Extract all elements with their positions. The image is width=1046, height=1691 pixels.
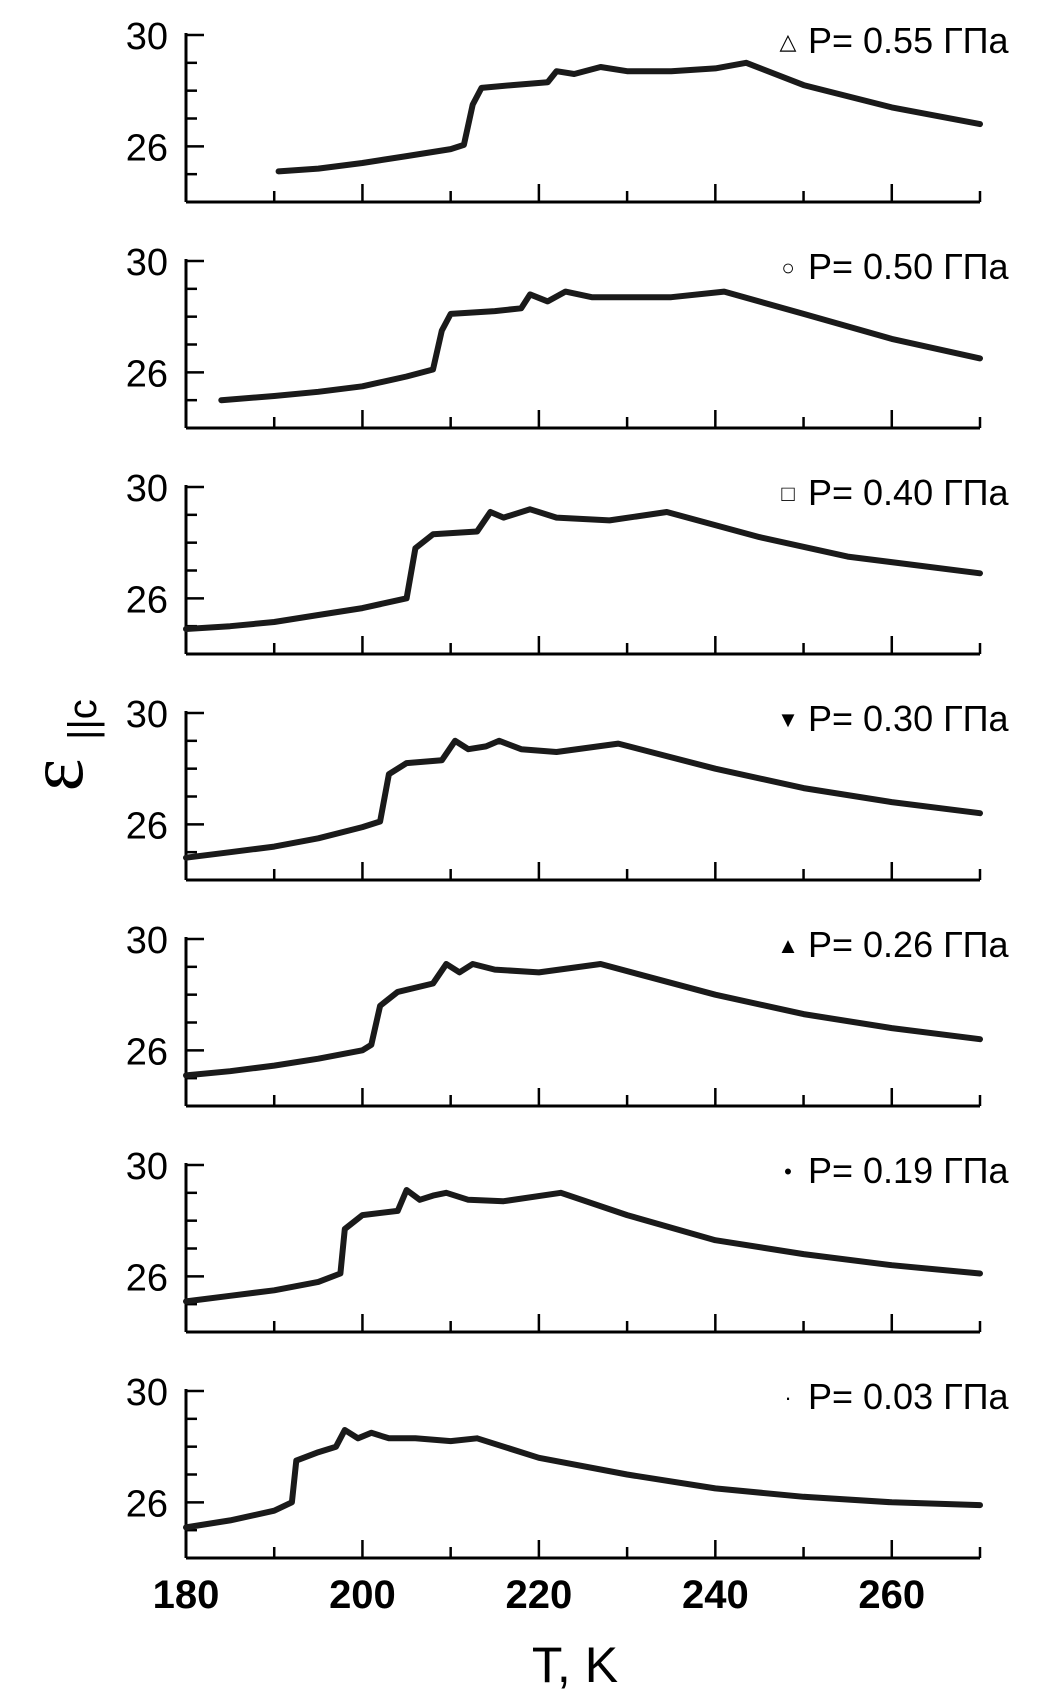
legend-marker: □ [781,481,794,506]
legend-marker: · [784,1385,791,1410]
legend-label: P= 0.55 ГПа [808,20,1009,61]
x-tick-label: 220 [506,1573,573,1617]
series-line [183,506,983,632]
series-line [183,1187,983,1305]
y-tick-label: 30 [126,1372,168,1414]
panel-2: 26 30 ○ P= 0.50 ГПа [126,242,1009,430]
chart-panels: 26 30 △ P= 0.55 ГПа 26 30 ○ P= 0.50 ГПа 26 30 □ P= … [126,16,1010,1617]
panel-5: 26 30 ▲ P= 0.26 ГПа [126,920,1009,1108]
y-tick-label: 30 [126,920,168,962]
panel-3: 26 30 □ P= 0.40 ГПа [126,468,1009,656]
series-line [183,1427,983,1531]
legend-marker: △ [780,29,797,54]
legend-label: P= 0.26 ГПа [808,924,1009,965]
y-tick-label: 30 [126,242,168,284]
x-tick-label: 200 [329,1573,396,1617]
y-tick-label: 26 [126,127,168,169]
legend-label: P= 0.19 ГПа [808,1150,1009,1191]
legend-marker: ○ [781,255,794,280]
y-tick-label: 26 [126,579,168,621]
y-tick-label: 30 [126,1146,168,1188]
series-line [218,288,983,404]
y-tick-label: 26 [126,805,168,847]
x-tick-label: 240 [682,1573,749,1617]
legend-label: P= 0.03 ГПа [808,1376,1009,1417]
legend-marker: ▼ [777,707,799,732]
series-line [275,59,983,175]
y-tick-label: 30 [126,468,168,510]
legend-marker: ▲ [777,933,799,958]
y-tick-label: 26 [126,1257,168,1299]
series-line [183,737,983,861]
panel-7: 26 30 · P= 0.03 ГПа [126,1372,1009,1560]
y-tick-label: 30 [126,16,168,58]
x-tick-label: 180 [153,1573,220,1617]
legend-label: P= 0.30 ГПа [808,698,1009,739]
panel-1: 26 30 △ P= 0.55 ГПа [126,16,1009,204]
panel-6: 26 30 • P= 0.19 ГПа [126,1146,1009,1334]
y-axis-label: ε ||c [12,699,105,791]
y-tick-label: 30 [126,694,168,736]
series-line [183,961,983,1079]
legend-label: P= 0.50 ГПа [808,246,1009,287]
y-tick-label: 26 [126,353,168,395]
legend-marker: • [784,1159,792,1184]
legend-label: P= 0.40 ГПа [808,472,1009,513]
panel-4: 26 30 ▼ P= 0.30 ГПа [126,694,1009,882]
y-tick-label: 26 [126,1031,168,1073]
y-axis-label-symbol: ε [12,759,99,792]
x-tick-label: 260 [858,1573,925,1617]
y-tick-label: 26 [126,1483,168,1525]
x-axis-label: T, K [532,1637,618,1691]
y-axis-label-subscript: ||c [61,699,105,740]
